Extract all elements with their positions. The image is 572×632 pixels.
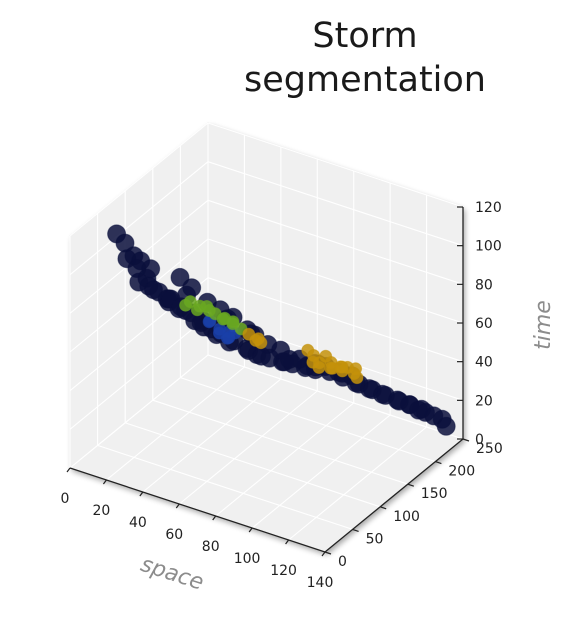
x-tick-label: 100 [234, 551, 261, 567]
gridline-y-floor [180, 377, 436, 463]
x-tick-label: 80 [202, 539, 220, 555]
data-point-s0-77 [279, 349, 299, 369]
y-tick-mark [352, 528, 359, 532]
z-tick-label: 120 [475, 200, 502, 216]
x-tick-mark [66, 467, 71, 473]
z-tick-label: 40 [475, 355, 493, 371]
gridline-z-back [207, 238, 464, 324]
data-point-s0-78 [436, 416, 456, 436]
gridline-x-floor [106, 366, 245, 481]
data-point-s0-79 [409, 400, 428, 420]
gridline-x-floor [215, 402, 355, 517]
data-point-s2-6 [200, 300, 214, 313]
data-point-s3-16 [312, 361, 326, 374]
gridline-x-floor [288, 426, 427, 541]
gridline-z-left [69, 161, 209, 276]
y-tick-mark [435, 461, 442, 465]
axis-ticks: 0204060801001201400501001502002500204060… [61, 200, 503, 591]
data-point-s0-72 [141, 259, 161, 279]
gridline-z-left [69, 354, 209, 469]
x-tick-mark [321, 551, 326, 557]
x-tick-label: 20 [92, 503, 110, 519]
z-tick-label: 20 [475, 393, 493, 409]
gridline-z-back [207, 122, 464, 208]
x-tick-label: 40 [129, 515, 147, 531]
x-tick-label: 0 [61, 491, 70, 507]
axes-grid [69, 122, 464, 553]
x-tick-mark [212, 515, 217, 521]
x-tick-mark [102, 479, 107, 485]
gridline-z-left [69, 315, 209, 430]
y-tick-label: 0 [338, 554, 347, 570]
gridline-z-back [207, 277, 464, 363]
gridline-z-back [207, 199, 464, 285]
y-tick-mark [324, 551, 332, 555]
data-point-s2-9 [226, 315, 240, 329]
gridline-y-floor [152, 399, 408, 485]
x-tick-mark [175, 503, 180, 509]
gridline-z-left [69, 238, 209, 353]
data-point-s3-19 [347, 367, 361, 380]
z-tick-label: 60 [475, 316, 493, 332]
data-point-s3-18 [307, 349, 321, 362]
y-axis-line [324, 438, 464, 553]
gridline-y-floor [125, 422, 381, 508]
x-axis-label: space [137, 552, 206, 596]
chart-title-line-2: segmentation [243, 60, 486, 100]
x-tick-mark [285, 539, 290, 545]
y-tick-label: 200 [448, 464, 475, 480]
x-tick-mark [248, 527, 253, 533]
data-point-s0-62 [389, 391, 409, 411]
gridline-z-left [69, 122, 209, 237]
gridline-x-floor [178, 390, 318, 505]
data-point-s3-3 [254, 336, 268, 350]
x-tick-label: 60 [165, 527, 183, 543]
x-tick-label: 140 [307, 575, 334, 591]
y-tick-mark [407, 483, 414, 487]
gridline-x-floor [142, 378, 282, 493]
z-axis-label: time [531, 300, 556, 350]
gridline-z-back [207, 354, 464, 440]
gridline-x-floor [251, 414, 391, 529]
chart-title-line-1: Storm [312, 16, 418, 56]
y-tick-label: 100 [393, 509, 420, 525]
y-tick-label: 50 [366, 531, 384, 547]
x-axis-line [69, 467, 326, 553]
data-point-s0-10 [144, 280, 163, 300]
z-tick-label: 100 [475, 239, 502, 255]
y-tick-mark [462, 438, 470, 442]
data-points [107, 224, 456, 436]
y-tick-label: 150 [421, 486, 448, 502]
x-tick-label: 120 [270, 563, 297, 579]
z-tick-label: 0 [475, 432, 484, 448]
data-point-s3-17 [335, 360, 349, 374]
gridline-z-back [207, 161, 464, 247]
y-tick-label: 250 [476, 441, 503, 457]
y-tick-mark [380, 506, 387, 510]
z-tick-label: 80 [475, 277, 493, 293]
x-tick-mark [139, 491, 144, 497]
gridline-y-floor [97, 444, 353, 530]
data-point-s2-10 [179, 298, 193, 312]
